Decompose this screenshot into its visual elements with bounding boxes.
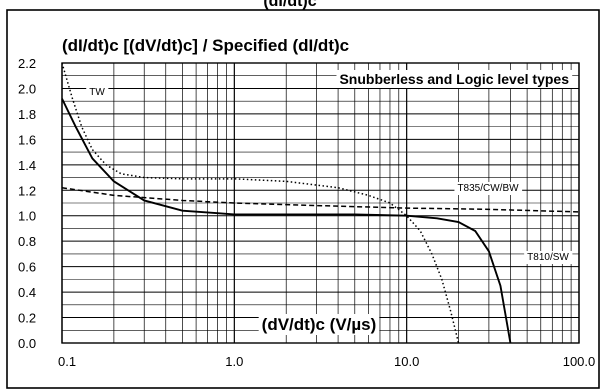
series-tw-line [61,62,460,344]
series-t810-sw-line [61,98,512,344]
plot-border [61,62,580,344]
y-tick-label: 0.8 [18,234,36,249]
tick-layer: 0.0 0.2 0.4 0.6 0.8 1.0 1.2 1.4 1.6 1.8 2.0 2.2 0.1 1… [18,56,595,369]
y-tick-label: 0.2 [18,311,36,326]
chart-title: (dI/dt)c [(dV/dt)c] / Specified (dI/dt)c [62,36,349,55]
y-tick-label: 2.2 [18,56,36,71]
y-tick-label: 1.8 [18,107,36,122]
annotation-snubberless-bg [336,70,573,88]
series-label-t810: T810/SW [527,252,569,263]
y-tick-label: 2.0 [18,81,36,96]
series-label-t835: T835/CW/BW [457,183,519,194]
y-tick-label: 1.0 [18,209,36,224]
annotation-snubberless: Snubberless and Logic level types [339,71,569,87]
y-tick-label: 1.2 [18,183,36,198]
x-tick-label: 1.0 [225,354,243,369]
y-tick-label: 1.6 [18,132,36,147]
y-tick-label: 0.0 [18,336,36,351]
y-tick-label: 0.6 [18,260,36,275]
grid [61,62,580,344]
y-tick-label: 0.4 [18,285,36,300]
series-label-t835-bg [454,182,523,195]
series-layer [61,62,580,344]
x-tick-label: 100.0 [563,354,596,369]
x-tick-label: 10.0 [394,354,419,369]
series-label-tw: TW [89,87,105,98]
header-fragment: (dI/dt)c [263,0,316,10]
x-tick-label: 0.1 [58,354,76,369]
annotation-layer: TW T835/CW/BW T810/SW Snubberless and Logic… [86,70,573,335]
series-label-tw-bg [86,86,109,99]
y-tick-label: 1.4 [18,158,36,173]
x-axis-label-bg [258,314,380,335]
series-label-t810-bg [524,251,573,264]
x-axis-label: (dV/dt)c (V/µs) [262,315,377,334]
